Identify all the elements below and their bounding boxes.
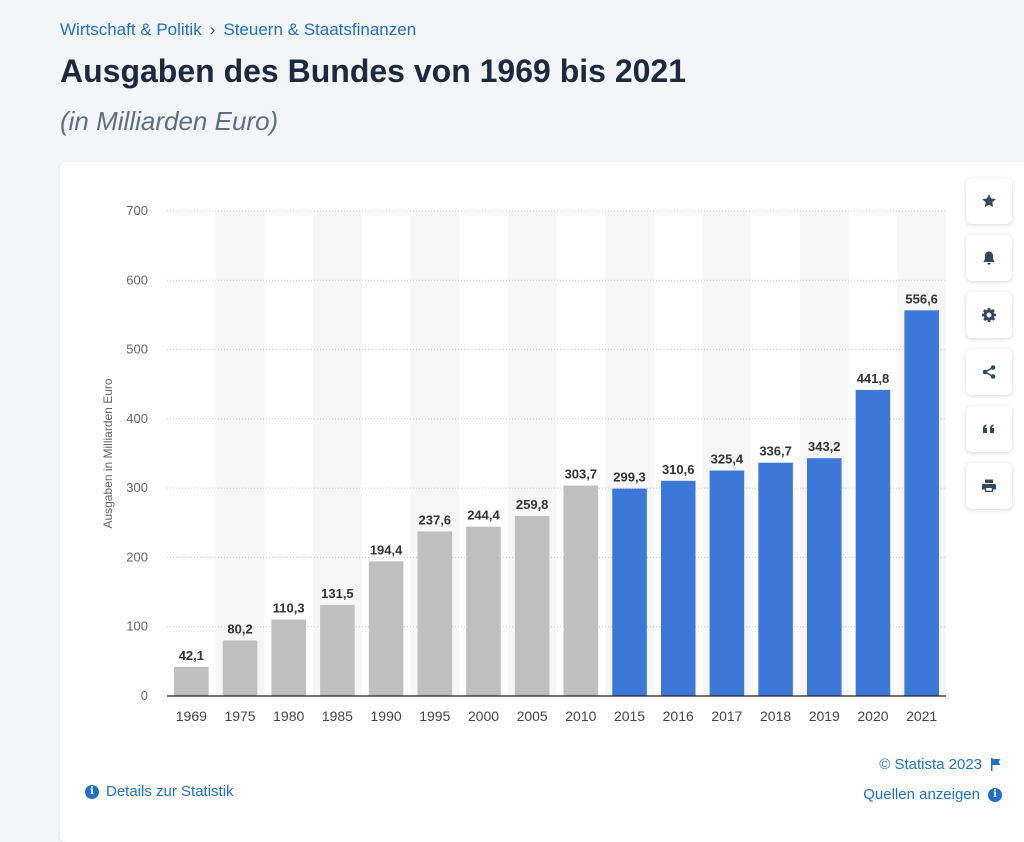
- x-tick-label: 2017: [711, 708, 742, 724]
- share-button[interactable]: [966, 349, 1012, 395]
- y-tick-label: 100: [126, 619, 148, 634]
- x-tick-label: 1985: [322, 708, 353, 724]
- y-tick-label: 200: [126, 549, 148, 564]
- details-label: Details zur Statistik: [106, 783, 234, 800]
- chart-toolbar: [966, 178, 1012, 509]
- y-tick-label: 0: [141, 688, 148, 703]
- bar: [709, 470, 745, 696]
- bar: [368, 561, 404, 696]
- bar-value-label: 259,8: [516, 497, 549, 512]
- quote-icon: [983, 424, 994, 433]
- print-icon: [982, 479, 996, 492]
- bar-value-label: 299,3: [613, 470, 646, 485]
- page-subtitle: (in Milliarden Euro): [60, 106, 279, 136]
- bar: [514, 515, 550, 696]
- x-tick-label: 1969: [176, 708, 207, 724]
- x-tick-label: 2016: [663, 708, 694, 724]
- page-title: Ausgaben des Bundes von 1969 bis 2021: [60, 53, 687, 89]
- bar-value-label: 244,4: [467, 508, 500, 523]
- info-icon: i: [85, 784, 99, 799]
- cite-button[interactable]: [966, 406, 1012, 452]
- bar-value-label: 343,2: [808, 439, 841, 454]
- sources-label: Quellen anzeigen: [863, 786, 980, 803]
- bar: [466, 526, 501, 696]
- y-tick-label: 300: [126, 480, 148, 495]
- y-tick-label: 400: [126, 411, 148, 426]
- copyright: © Statista 2023: [879, 756, 1002, 773]
- notification-button[interactable]: [966, 235, 1012, 281]
- bar-value-label: 336,7: [759, 444, 792, 459]
- share-icon: [982, 365, 996, 379]
- x-tick-label: 2018: [760, 708, 791, 724]
- y-tick-label: 500: [126, 342, 148, 357]
- bar-value-label: 325,4: [711, 452, 744, 467]
- bar: [417, 531, 453, 696]
- bar: [758, 462, 793, 696]
- bar-value-label: 80,2: [227, 621, 252, 636]
- print-button[interactable]: [966, 463, 1012, 509]
- breadcrumb: Wirtschaft & Politik › Steuern & Staatsf…: [60, 20, 416, 40]
- bar: [174, 666, 209, 696]
- y-tick-label: 600: [126, 272, 148, 287]
- bar: [271, 619, 307, 696]
- x-tick-label: 2010: [565, 708, 596, 724]
- bar-value-label: 110,3: [273, 601, 305, 616]
- background-band: [215, 211, 265, 696]
- x-tick-label: 1990: [371, 708, 402, 724]
- sources-link[interactable]: Quellen anzeigen i: [863, 786, 1002, 803]
- bar: [855, 389, 891, 696]
- breadcrumb-item-steuern-staatsfinanzen[interactable]: Steuern & Staatsfinanzen: [223, 20, 417, 39]
- chart-card: 0 100 200 300 400 500 600 700 Ausgaben in Millia…: [60, 162, 1024, 842]
- x-tick-label: 1975: [224, 708, 255, 724]
- x-tick-label: 1995: [419, 708, 450, 724]
- copyright-text: © Statista 2023: [879, 756, 982, 773]
- bar: [612, 488, 647, 696]
- bar-value-label: 42,1: [179, 648, 204, 663]
- bar-value-label: 237,6: [419, 512, 452, 527]
- bar: [904, 310, 939, 696]
- bar-value-label: 303,7: [565, 467, 598, 482]
- favorite-button[interactable]: [966, 178, 1012, 224]
- star-icon: [982, 194, 996, 207]
- bar-value-label: 310,6: [662, 462, 695, 477]
- bar-chart: 0 100 200 300 400 500 600 700 Ausgaben in Millia…: [101, 203, 946, 724]
- bar-value-label: 194,4: [370, 542, 403, 557]
- x-tick-label: 2005: [517, 708, 548, 724]
- details-link[interactable]: i Details zur Statistik: [85, 783, 234, 800]
- breadcrumb-item-wirtschaft-politik[interactable]: Wirtschaft & Politik: [60, 20, 202, 39]
- breadcrumb-separator: ›: [209, 20, 216, 39]
- x-tick-label: 2021: [906, 708, 937, 724]
- bar-value-label: 131,5: [321, 586, 354, 601]
- bar: [222, 640, 258, 696]
- bell-icon: [983, 251, 995, 265]
- bar: [660, 480, 696, 696]
- x-tick-label: 2000: [468, 708, 499, 724]
- y-axis-title: Ausgaben in Milliarden Euro: [101, 378, 115, 528]
- flag-icon[interactable]: [990, 758, 1002, 771]
- bar-value-label: 441,8: [857, 371, 890, 386]
- bar-value-label: 556,6: [905, 291, 938, 306]
- x-tick-label: 1980: [273, 708, 304, 724]
- x-tick-label: 2019: [809, 708, 840, 724]
- settings-button[interactable]: [966, 292, 1012, 338]
- info-icon: i: [988, 787, 1002, 802]
- gear-icon: [982, 308, 996, 322]
- y-tick-label: 700: [126, 203, 148, 218]
- bar: [320, 604, 355, 696]
- bar: [563, 485, 599, 696]
- x-tick-label: 2015: [614, 708, 645, 724]
- x-tick-label: 2020: [857, 708, 888, 724]
- bar: [806, 458, 842, 696]
